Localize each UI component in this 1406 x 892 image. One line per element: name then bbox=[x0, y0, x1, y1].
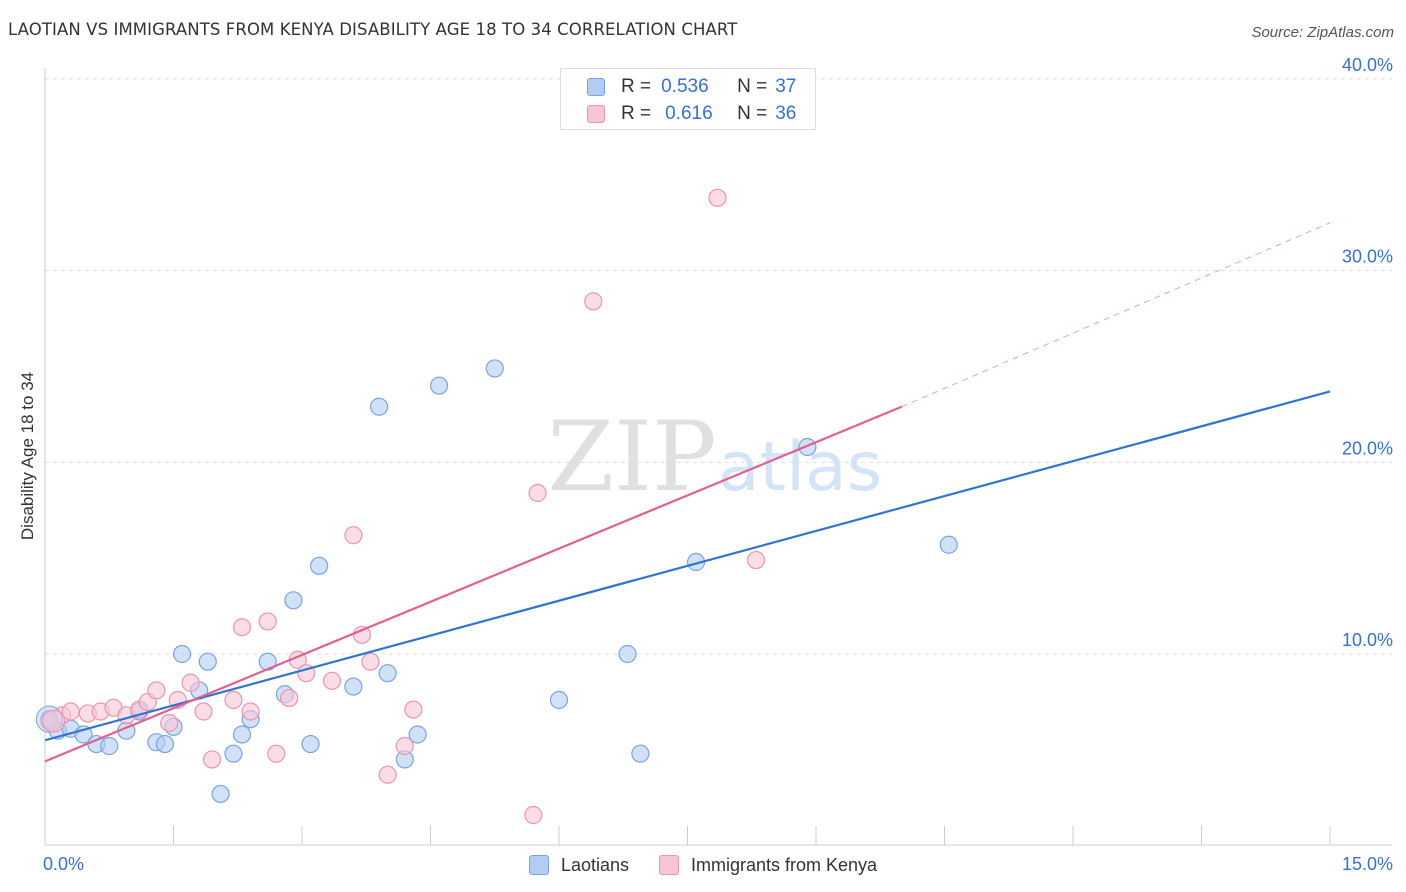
stats-row-kenya: R = 0.616 N = 36 bbox=[587, 102, 796, 126]
point-kenya[interactable] bbox=[224, 690, 243, 710]
point-kenya[interactable] bbox=[708, 188, 727, 207]
legend-label: Laotians bbox=[560, 854, 629, 875]
n-value: 36 bbox=[775, 103, 797, 124]
point-kenya[interactable] bbox=[395, 736, 414, 756]
legend-item-laotians[interactable]: Laotians bbox=[528, 854, 629, 876]
trend-line-laotians bbox=[44, 390, 1331, 742]
point-kenya[interactable] bbox=[524, 805, 543, 825]
point-kenya[interactable] bbox=[160, 713, 179, 733]
point-laotians[interactable] bbox=[232, 725, 252, 744]
point-laotians[interactable] bbox=[155, 734, 175, 754]
y-tick-label: 40.0% bbox=[1342, 55, 1393, 75]
r-label: R = bbox=[621, 103, 652, 124]
point-kenya[interactable] bbox=[322, 671, 342, 690]
watermark: ZIP atlas bbox=[547, 401, 882, 513]
r-value: 0.616 bbox=[665, 103, 713, 124]
point-laotians[interactable] bbox=[618, 644, 637, 664]
r-value: 0.536 bbox=[661, 76, 709, 97]
stats-legend: R = 0.536 N = 37 R = 0.616 N = 36 bbox=[560, 68, 816, 130]
n-label: N = bbox=[737, 103, 768, 124]
point-kenya[interactable] bbox=[267, 744, 286, 763]
point-kenya[interactable] bbox=[352, 625, 372, 644]
legend-label: Immigrants from Kenya bbox=[691, 854, 878, 875]
point-kenya-large[interactable] bbox=[42, 709, 66, 733]
n-label: N = bbox=[737, 76, 768, 97]
point-kenya[interactable] bbox=[584, 292, 603, 311]
y-tick-label: 20.0% bbox=[1342, 438, 1393, 458]
legend-swatch-blue bbox=[528, 855, 549, 875]
point-laotians[interactable] bbox=[211, 784, 230, 804]
trend-lines bbox=[44, 222, 1331, 763]
x-tick-label: 0.0% bbox=[43, 854, 84, 874]
point-kenya[interactable] bbox=[202, 750, 222, 769]
point-kenya[interactable] bbox=[181, 673, 200, 692]
point-laotians[interactable] bbox=[224, 744, 243, 763]
point-kenya[interactable] bbox=[528, 483, 547, 503]
r-label: R = bbox=[621, 76, 652, 97]
source-label: Source: ZipAtlas.com bbox=[1251, 24, 1394, 41]
point-laotians[interactable] bbox=[310, 556, 329, 575]
point-kenya[interactable] bbox=[147, 681, 166, 700]
point-laotians[interactable] bbox=[370, 397, 389, 416]
point-kenya[interactable] bbox=[61, 702, 80, 721]
point-laotians[interactable] bbox=[798, 437, 817, 457]
point-kenya[interactable] bbox=[378, 765, 397, 784]
x-tick-label: 15.0% bbox=[1342, 854, 1393, 874]
stats-row-laotians: R = 0.536 N = 37 bbox=[587, 75, 796, 99]
legend-swatch-pink bbox=[659, 855, 679, 875]
point-laotians[interactable] bbox=[344, 677, 363, 696]
point-laotians[interactable] bbox=[198, 652, 217, 671]
point-laotians[interactable] bbox=[631, 744, 650, 763]
legend-swatch-pink bbox=[587, 105, 605, 123]
point-laotians[interactable] bbox=[378, 664, 397, 683]
watermark-atlas: atlas bbox=[718, 428, 882, 507]
point-laotians[interactable] bbox=[429, 376, 449, 395]
point-kenya[interactable] bbox=[232, 618, 252, 637]
tick-labels: 10.0% 20.0% 30.0% 40.0% 0.0% 15.0% bbox=[43, 55, 1393, 874]
point-kenya[interactable] bbox=[746, 550, 766, 570]
point-laotians[interactable] bbox=[100, 736, 119, 756]
point-kenya[interactable] bbox=[241, 702, 260, 721]
n-value: 37 bbox=[775, 76, 797, 97]
point-kenya[interactable] bbox=[344, 526, 363, 545]
point-laotians[interactable] bbox=[284, 591, 303, 610]
grid-lines bbox=[45, 78, 1392, 655]
point-laotians[interactable] bbox=[408, 725, 427, 744]
point-laotians[interactable] bbox=[172, 644, 192, 664]
point-kenya[interactable] bbox=[194, 702, 213, 721]
series-legend: Laotians Immigrants from Kenya bbox=[0, 852, 1406, 878]
watermark-zip: ZIP bbox=[547, 401, 716, 513]
point-laotians[interactable] bbox=[549, 690, 569, 710]
point-kenya[interactable] bbox=[280, 688, 299, 708]
y-tick-label: 30.0% bbox=[1342, 247, 1393, 267]
legend-swatch-blue bbox=[587, 78, 605, 96]
trend-line-kenya bbox=[44, 405, 903, 763]
point-kenya[interactable] bbox=[361, 652, 380, 671]
legend-item-kenya[interactable]: Immigrants from Kenya bbox=[659, 855, 877, 876]
chart-title: LAOTIAN VS IMMIGRANTS FROM KENYA DISABIL… bbox=[8, 20, 738, 39]
y-axis-label: Disability Age 18 to 34 bbox=[18, 371, 37, 541]
y-tick-label: 10.0% bbox=[1342, 630, 1393, 650]
point-laotians[interactable] bbox=[939, 535, 958, 554]
point-laotians[interactable] bbox=[485, 359, 504, 378]
point-kenya[interactable] bbox=[258, 612, 277, 631]
trend-line-kenya-extension bbox=[901, 222, 1331, 408]
point-laotians[interactable] bbox=[301, 734, 320, 754]
point-kenya[interactable] bbox=[404, 700, 423, 719]
